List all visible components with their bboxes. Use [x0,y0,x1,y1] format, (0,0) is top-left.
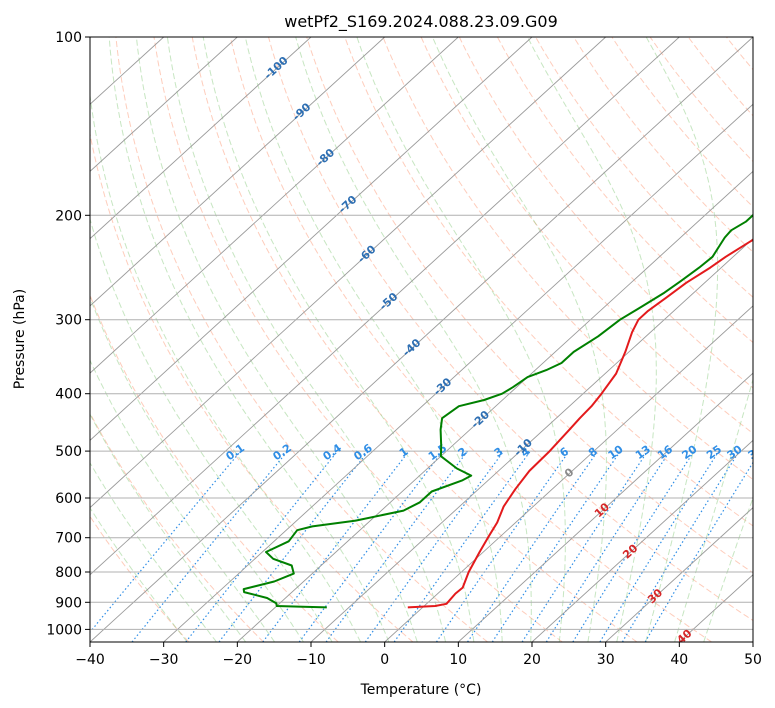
x-tick-label: −10 [296,652,326,668]
dry-adiabat-line [153,37,563,642]
dry-adiabat-line [268,37,753,622]
isotherm-line [236,170,753,642]
plot-frame [89,36,754,643]
y-tick-label: 600 [55,491,82,507]
x-axis-label: Temperature (°C) [360,682,482,698]
moist-adiabat-line [432,37,607,642]
chart-title: wetPf2_S169.2024.088.23.09.G09 [284,12,558,32]
y-tick-label: 400 [55,387,82,403]
isotherm-line [163,103,753,642]
dry-adiabat-line [535,37,753,298]
mixing-ratio-lines [90,450,753,642]
y-tick-label: 500 [55,444,82,460]
x-tick-label: 20 [523,652,541,668]
moist-adiabat-line [108,37,390,642]
isotherm-line [310,238,753,642]
y-tick-label: 800 [55,565,82,581]
mixing-ratio-line [521,450,649,642]
moist-adiabat-line [90,413,247,642]
mixing-ratio-line [185,450,339,642]
x-tick-label: −20 [223,652,253,668]
temperature-profile-line [407,238,753,609]
y-axis: 100 200 300 400 500 600 700 800 900 1000 [46,30,90,638]
mixing-ratio-line [364,450,505,642]
x-tick-label: 10 [449,652,467,668]
mixing-ratio-line [572,450,695,642]
moist-adiabat-line [166,37,446,642]
y-tick-label: 300 [55,313,82,329]
moist-adiabat-line [90,217,333,642]
dry-adiabat-line [458,37,753,389]
isotherm-line [531,439,753,642]
x-tick-label: 0 [380,652,389,668]
dry-adiabat-line [90,293,339,642]
x-tick-label: −40 [75,652,105,668]
x-tick-label: 50 [744,652,762,668]
x-axis: −40 −30 −20 −10 0 10 20 30 40 50 [75,642,762,668]
moist-adiabat-line [90,461,217,642]
y-tick-label: 1000 [46,622,82,638]
mixing-ratio-line [325,450,468,642]
isotherms [90,37,753,642]
moist-adiabat-line [244,37,503,642]
isotherm-line [90,37,312,240]
isotherm-line [457,372,753,642]
mixing-ratio-line [491,450,621,642]
x-tick-label: −30 [149,652,179,668]
moist-adiabat-line [90,358,276,642]
isotherm-line [90,37,607,509]
moist-adiabat-line [202,37,475,642]
mixing-ratio-label: 36 [746,442,766,462]
isotherm-line [605,506,753,642]
moist-adiabats [90,37,753,642]
y-tick-label: 900 [55,595,82,611]
isotherm-line [90,37,680,576]
dry-adiabat-line [90,412,264,642]
mixing-ratio-line [545,450,671,642]
profile-series [242,213,753,609]
x-tick-label: 40 [670,652,688,668]
mixing-ratio-line [131,450,289,642]
mixing-ratio-line [621,450,740,642]
moist-adiabat-line [356,37,566,642]
isotherm-line [90,37,753,642]
dry-adiabats [90,37,753,642]
dry-adiabat-line [496,37,753,344]
isotherm-line [90,37,386,307]
dry-adiabat-line [90,515,190,642]
mixing-ratio-line [298,450,444,642]
y-axis-label: Pressure (hPa) [12,289,28,389]
mixing-ratio-line [262,450,410,642]
isotherm-line [384,305,753,642]
dewpoint-profile-line [242,213,753,609]
moist-adiabat-line [135,37,418,642]
mixing-ratio-line [467,450,599,642]
mixing-ratio-line [90,450,242,633]
dry-adiabat-line [229,37,712,642]
dry-adiabat-line [306,37,753,574]
isotherm-line [90,37,533,441]
y-tick-label: 200 [55,208,82,224]
isotherm-line [90,37,459,374]
isobars [90,37,753,630]
y-tick-label: 700 [55,531,82,547]
x-tick-label: 30 [597,652,615,668]
y-tick-label: 100 [55,30,82,46]
moist-adiabat-line [90,296,304,642]
mixing-ratio-line [435,450,570,642]
dry-adiabat-line [191,37,638,642]
isotherm-line [90,37,238,173]
dry-adiabat-line [115,37,488,642]
